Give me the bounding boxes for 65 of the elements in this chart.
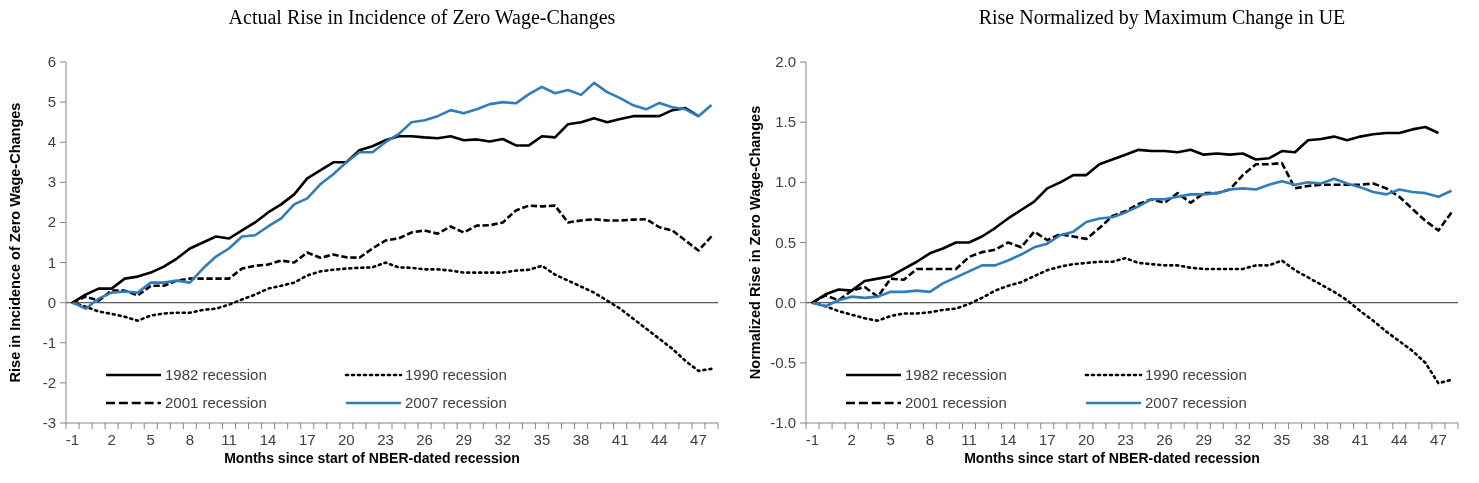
x-tick-label: 41 (1351, 431, 1369, 448)
x-tick-label: 32 (1234, 431, 1252, 448)
x-tick-label: 11 (221, 431, 237, 448)
x-tick-label: 8 (185, 431, 195, 448)
x-tick-label: 29 (455, 431, 473, 448)
x-tick-label: 14 (259, 431, 277, 448)
y-tick-label: 5 (47, 93, 56, 111)
x-tick-label: 29 (1195, 431, 1213, 448)
x-axis-title: Months since start of NBER-dated recession (964, 450, 1260, 466)
legend-label: 2001 recession (165, 394, 267, 411)
x-tick-label: 2 (107, 431, 116, 448)
x-tick-label: 26 (1156, 431, 1173, 448)
y-tick-label: 3 (47, 173, 56, 191)
x-tick-label: -1 (65, 431, 80, 448)
y-tick-label: -1 (42, 333, 56, 351)
x-tick-label: 8 (925, 431, 935, 448)
x-tick-label: 35 (1273, 431, 1291, 448)
y-tick-label: 1 (47, 253, 56, 271)
x-tick-label: -1 (805, 431, 820, 448)
legend-label: 1990 recession (1145, 366, 1247, 383)
y-tick-label: 0 (47, 293, 56, 311)
x-tick-label: 47 (1430, 431, 1447, 448)
x-tick-label: 44 (650, 431, 668, 448)
y-tick-label: 0.5 (775, 233, 796, 251)
y-tick-label: -0.5 (770, 353, 796, 371)
x-tick-label: 20 (338, 431, 355, 448)
legend-label: 1990 recession (405, 366, 507, 383)
chart-title: Rise Normalized by Maximum Change in UE (978, 6, 1346, 29)
x-tick-label: 41 (611, 431, 629, 448)
legend-label: 1982 recession (905, 366, 1007, 383)
x-tick-label: 26 (416, 431, 433, 448)
legend-label: 1982 recession (165, 366, 267, 383)
x-tick-label: 32 (494, 431, 512, 448)
y-tick-label: 6 (47, 53, 56, 70)
y-tick-label: 2.0 (775, 53, 796, 70)
y-tick-label: -1.0 (770, 414, 796, 431)
x-tick-label: 44 (1390, 431, 1408, 448)
legend-label: 2001 recession (905, 394, 1007, 411)
x-tick-label: 5 (146, 431, 155, 448)
x-tick-label: 23 (377, 431, 394, 448)
legend-label: 2007 recession (1145, 394, 1247, 411)
y-tick-label: 2 (47, 213, 56, 231)
y-tick-label: 0.0 (775, 293, 796, 311)
x-tick-label: 47 (690, 431, 707, 448)
y-tick-label: -3 (42, 414, 56, 431)
x-axis-title: Months since start of NBER-dated recession (224, 450, 520, 466)
x-tick-label: 35 (533, 431, 551, 448)
y-axis-title: Rise in Incidence of Zero Wage-Changes (7, 102, 23, 383)
x-tick-label: 14 (999, 431, 1017, 448)
x-tick-label: 38 (1312, 431, 1330, 448)
x-tick-label: 38 (572, 431, 590, 448)
chart-title: Actual Rise in Incidence of Zero Wage-Changes (228, 6, 616, 29)
x-tick-label: 17 (298, 431, 316, 448)
x-tick-label: 5 (886, 431, 895, 448)
x-tick-label: 2 (847, 431, 856, 448)
x-tick-label: 17 (1038, 431, 1056, 448)
y-tick-label: 1.5 (775, 113, 796, 131)
x-tick-label: 11 (961, 431, 977, 448)
y-axis-title: Normalized Rise in Zero Wage-Changes (747, 105, 763, 380)
y-tick-label: 4 (47, 133, 56, 151)
x-tick-label: 23 (1117, 431, 1134, 448)
y-tick-label: 1.0 (775, 173, 796, 191)
y-tick-label: -2 (42, 373, 56, 391)
x-tick-label: 20 (1078, 431, 1095, 448)
legend-label: 2007 recession (405, 394, 507, 411)
